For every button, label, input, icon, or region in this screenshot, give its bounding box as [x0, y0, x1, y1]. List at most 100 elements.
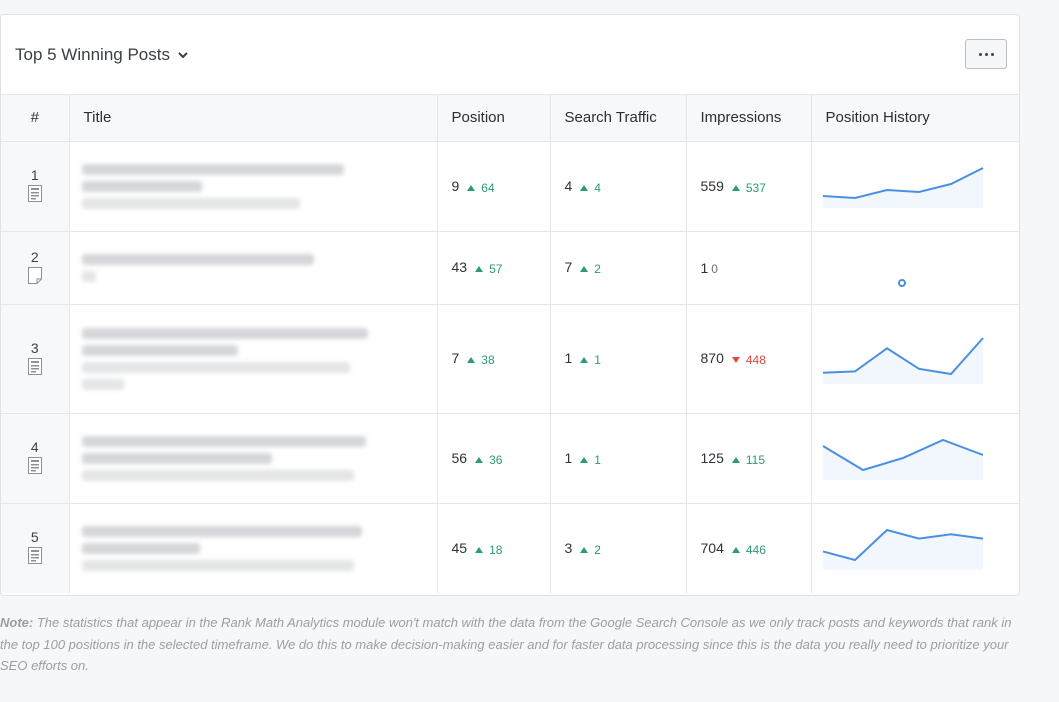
impressions-change-value: 115 — [745, 452, 765, 467]
title-cell[interactable] — [69, 503, 438, 593]
arrow-up-icon — [580, 546, 589, 553]
arrow-up-icon — [731, 546, 740, 553]
position-value: 7 — [451, 350, 460, 366]
search-traffic-value: 1 — [564, 449, 573, 466]
impressions-value: 704 — [700, 539, 724, 556]
title-cell[interactable] — [69, 231, 438, 305]
position-change-value: 36 — [489, 452, 503, 467]
position-history-cell — [811, 141, 1019, 232]
table-header-row: # Title Position Search Traffic Impressi… — [1, 95, 1019, 142]
impressions-change: 448 — [731, 353, 766, 367]
history-point — [897, 278, 906, 287]
history-line — [821, 438, 983, 472]
position-cell: 45 18 — [437, 503, 551, 593]
card-header: Top 5 Winning Posts — [1, 15, 1019, 95]
post-title-blurred[interactable] — [81, 327, 368, 339]
post-title-blurred[interactable] — [81, 253, 314, 265]
search-traffic-change-value: 2 — [594, 542, 601, 557]
post-icon — [27, 357, 42, 378]
post-title-blurred[interactable] — [81, 452, 272, 464]
row-number: 3 — [30, 339, 39, 356]
card-title-dropdown[interactable]: Top 5 Winning Posts — [15, 45, 189, 65]
post-title-blurred[interactable] — [81, 163, 344, 175]
row-number-cell: 3 — [1, 304, 70, 414]
card-title: Top 5 Winning Posts — [15, 45, 170, 64]
position-change: 18 — [475, 543, 502, 557]
position-change: 38 — [467, 353, 495, 367]
note-label: Note: — [0, 615, 34, 630]
arrow-up-icon — [467, 184, 476, 191]
search-traffic-value: 7 — [564, 259, 573, 275]
post-title-blurred[interactable] — [81, 344, 238, 356]
post-url-blurred — [81, 469, 354, 481]
column-header-search-traffic[interactable]: Search Traffic — [550, 95, 687, 142]
position-cell: 56 36 — [437, 413, 551, 504]
table-row: 3 7 38 1 1 870 448 — [1, 304, 1019, 414]
position-cell: 9 64 — [437, 141, 551, 232]
search-traffic-change: 4 — [580, 181, 601, 195]
position-cell: 7 38 — [437, 304, 551, 414]
arrow-up-icon — [475, 546, 484, 553]
title-cell[interactable] — [69, 141, 438, 232]
impressions-value: 125 — [700, 449, 724, 466]
post-title-blurred[interactable] — [81, 542, 200, 554]
impressions-value: 870 — [700, 350, 724, 366]
search-traffic-change: 1 — [580, 353, 601, 367]
history-area — [822, 168, 983, 208]
posts-table: # Title Position Search Traffic Impressi… — [1, 95, 1019, 593]
more-options-button[interactable] — [965, 39, 1007, 69]
position-history-cell — [811, 231, 1019, 305]
position-history-sparkline — [822, 529, 983, 571]
chevron-down-icon — [178, 52, 188, 59]
column-header-position[interactable]: Position — [437, 95, 551, 142]
column-header-number: # — [1, 95, 70, 142]
search-traffic-change-value: 1 — [594, 452, 601, 467]
post-title-blurred[interactable] — [81, 435, 366, 447]
row-number-cell: 4 — [1, 413, 70, 504]
table-row: 2 43 57 7 2 1 0 — [1, 231, 1019, 305]
search-traffic-change: 1 — [580, 453, 601, 467]
impressions-change-value: 537 — [745, 180, 766, 195]
arrow-up-icon — [580, 456, 589, 463]
footer-note: Note: The statistics that appear in the … — [0, 612, 1030, 677]
position-history-cell — [811, 503, 1019, 593]
impressions-change: 537 — [731, 180, 766, 195]
post-icon — [27, 547, 42, 567]
position-change-value: 64 — [481, 180, 495, 195]
impressions-value: 559 — [700, 177, 724, 194]
impressions-cell: 125 115 — [686, 413, 812, 504]
post-title-blurred[interactable] — [81, 180, 202, 192]
post-title-blurred[interactable] — [81, 525, 362, 537]
position-value: 43 — [451, 259, 468, 275]
arrow-up-icon — [731, 184, 740, 191]
impressions-change: 0 — [711, 262, 718, 276]
search-traffic-change: 2 — [580, 262, 601, 276]
position-change-value: 18 — [489, 542, 503, 557]
history-line — [822, 336, 984, 375]
ellipsis-icon — [978, 52, 994, 56]
title-cell[interactable] — [69, 304, 438, 414]
position-change: 57 — [475, 262, 502, 276]
title-cell[interactable] — [69, 413, 438, 504]
post-icon — [27, 457, 42, 477]
row-number: 5 — [30, 529, 39, 546]
arrow-up-icon — [475, 266, 484, 272]
position-value: 9 — [451, 177, 460, 194]
position-history-sparkline — [897, 278, 906, 287]
note-text: The statistics that appear in the Rank M… — [0, 615, 1012, 673]
row-number-cell: 1 — [1, 141, 70, 232]
impressions-cell: 559 537 — [686, 141, 812, 232]
column-header-impressions[interactable]: Impressions — [686, 95, 812, 142]
table-row: 1 9 64 4 4 559 537 — [1, 141, 1019, 232]
history-line — [822, 529, 983, 562]
search-traffic-change-value: 4 — [594, 180, 601, 195]
history-line — [822, 167, 983, 200]
position-history-sparkline — [822, 167, 983, 208]
arrow-up-icon — [580, 266, 589, 272]
row-number: 1 — [30, 167, 39, 183]
post-url-blurred — [81, 559, 354, 571]
winning-posts-card: Top 5 Winning Posts # Title Position Sea… — [0, 14, 1020, 596]
impressions-change-value: 446 — [745, 542, 766, 557]
